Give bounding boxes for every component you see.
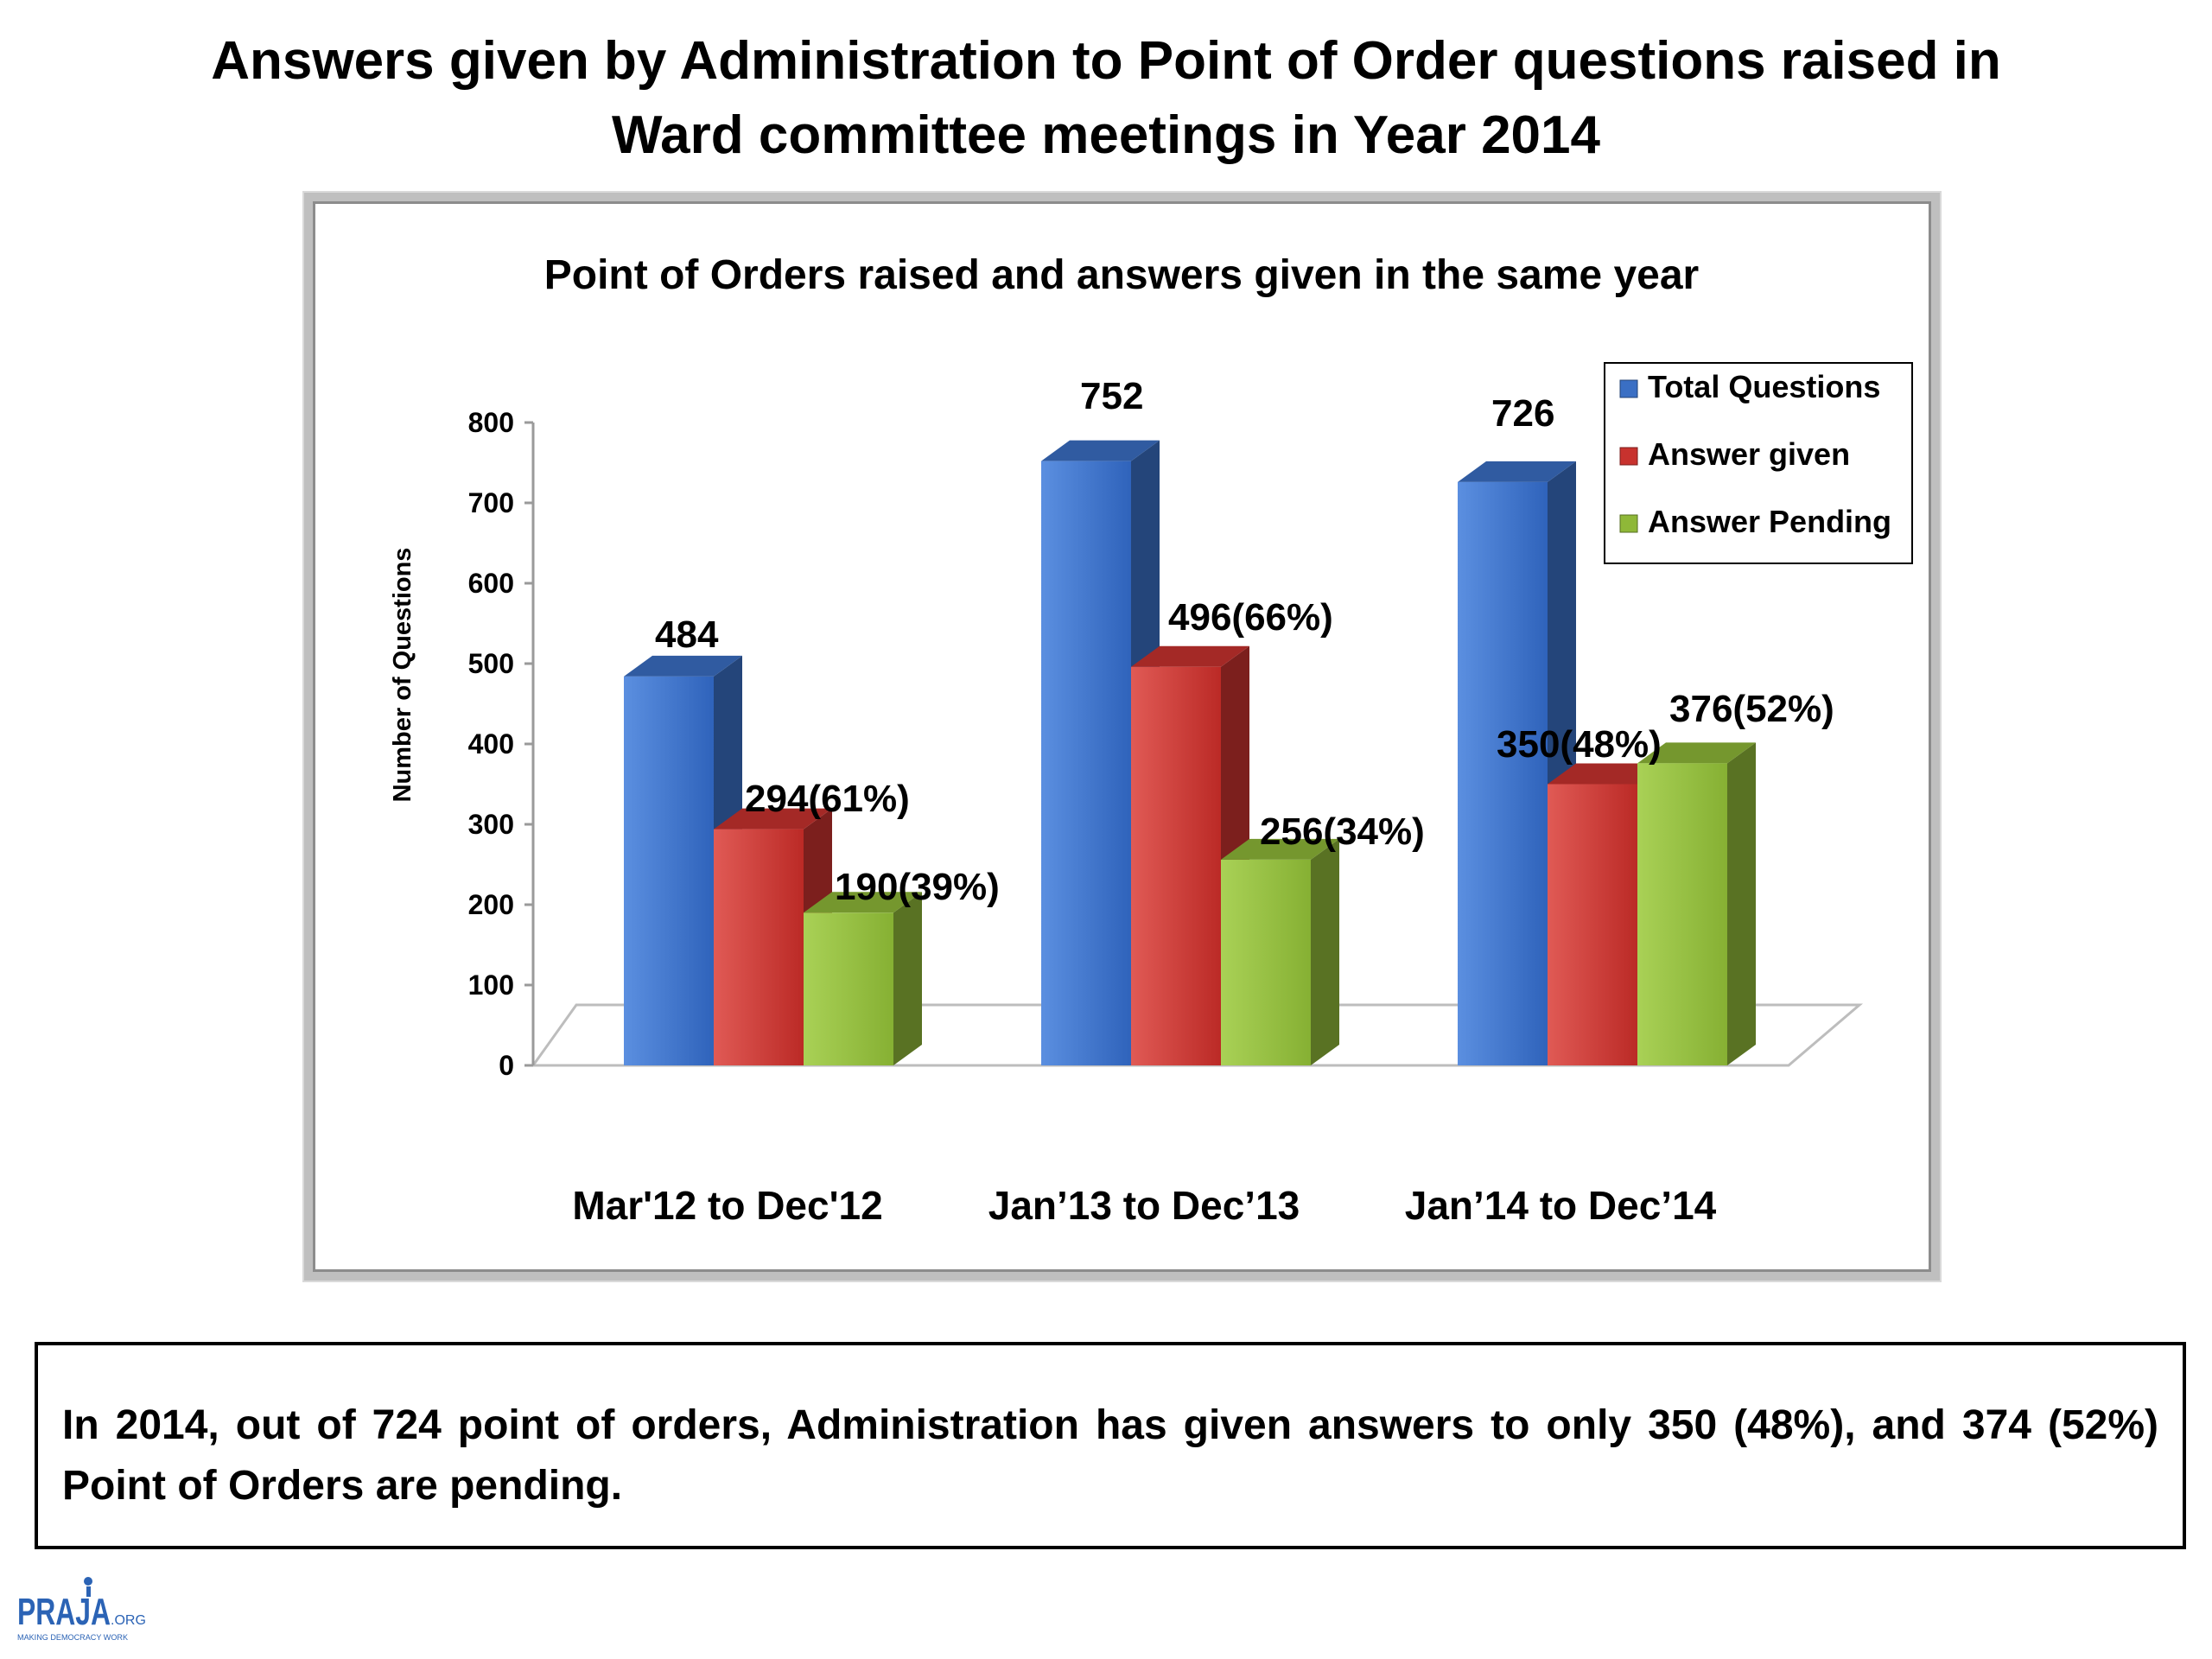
bar-front-face: [1221, 859, 1311, 1065]
bar-front-face: [1131, 666, 1221, 1065]
data-label: 294(61%): [745, 778, 910, 820]
data-labels-layer: 484 294(61%) 190(39%) 752 496(66%) 256(34%) 72…: [655, 375, 1834, 908]
legend-item-label: Total Questions: [1648, 369, 1880, 404]
y-tick-label: 700: [468, 487, 514, 518]
bar-top-face: [1131, 645, 1249, 667]
bar-top-face: [1548, 763, 1666, 785]
praja-logo-tagline: MAKING DEMOCRACY WORK: [17, 1633, 128, 1642]
data-label: 752: [1080, 375, 1143, 417]
y-tick-label: 500: [468, 648, 514, 679]
legend-item-label: Answer Pending: [1648, 504, 1891, 539]
bar-top-face: [624, 655, 742, 677]
praja-logo-text: PRAJA: [17, 1591, 111, 1633]
bar: [1221, 838, 1339, 1065]
y-tick-label: 0: [499, 1050, 514, 1081]
bar-top-face: [714, 808, 832, 830]
y-tick-label: 800: [468, 407, 514, 438]
chart-frame: Point of Orders raised and answers given…: [304, 193, 1940, 1281]
page-title: Answers given by Administration to Point…: [211, 31, 2001, 165]
y-tick-label: 200: [468, 889, 514, 920]
praja-logo: PRAJA .ORG MAKING DEMOCRACY WORK: [17, 1577, 145, 1642]
bar-top-face: [1221, 838, 1339, 860]
bar-front-face: [1637, 763, 1727, 1065]
bar-front-face: [624, 676, 714, 1065]
bar-top-face: [1458, 461, 1576, 482]
x-category-label: Mar'12 to Dec'12: [572, 1183, 882, 1228]
data-label: 190(39%): [835, 866, 1000, 908]
bar-top-face: [804, 892, 922, 913]
y-axis: 0 100 200 300 400 500 600 700 800: [468, 407, 535, 1081]
bar-front-face: [1041, 461, 1131, 1065]
bar: [1637, 742, 1756, 1065]
bar-top-face: [1637, 742, 1756, 764]
bar-front-face: [714, 829, 804, 1065]
x-axis-labels: Mar'12 to Dec'12 Jan’13 to Dec’13 Jan’14 t…: [572, 1183, 1716, 1228]
y-tick-label: 100: [468, 969, 514, 1001]
chart-svg: Point of Orders raised and answers given…: [389, 252, 1913, 1228]
bar-side-face: [1311, 838, 1339, 1065]
summary-text: In 2014, out of 724 point of orders, Adm…: [62, 1402, 2158, 1509]
bars-layer: [624, 440, 1756, 1065]
praja-logo-suffix: .ORG: [111, 1613, 145, 1628]
data-label: 256(34%): [1260, 810, 1425, 853]
data-label: 350(48%): [1497, 723, 1662, 766]
y-tick-label: 400: [468, 728, 514, 760]
legend-swatch: [1619, 514, 1638, 533]
y-tick-label: 300: [468, 809, 514, 840]
bar-front-face: [1458, 481, 1548, 1065]
bar: [804, 892, 922, 1065]
data-label: 496(66%): [1168, 596, 1333, 639]
data-label: 376(52%): [1669, 688, 1834, 730]
legend-swatch: [1619, 447, 1638, 466]
bar-top-face: [1041, 440, 1160, 461]
data-label: 484: [655, 613, 719, 656]
bar-front-face: [804, 912, 893, 1065]
legend-box: [1604, 362, 1913, 564]
y-axis-label: Number of Questions: [389, 548, 416, 803]
bar-side-face: [893, 892, 922, 1065]
summary-box: In 2014, out of 724 point of orders, Adm…: [35, 1342, 2186, 1549]
bar-side-face: [1727, 742, 1756, 1065]
legend-item-label: Answer given: [1648, 436, 1850, 472]
legend-swatch: [1619, 379, 1638, 398]
data-label: 726: [1491, 392, 1554, 435]
y-tick-label: 600: [468, 568, 514, 599]
chart-title: Point of Orders raised and answers given…: [544, 252, 1699, 298]
bar-front-face: [1548, 784, 1637, 1065]
x-category-label: Jan’13 to Dec’13: [988, 1183, 1300, 1228]
x-category-label: Jan’14 to Dec’14: [1405, 1183, 1717, 1228]
legend: Total Questions Answer given Answer Pendin…: [1604, 362, 1913, 564]
